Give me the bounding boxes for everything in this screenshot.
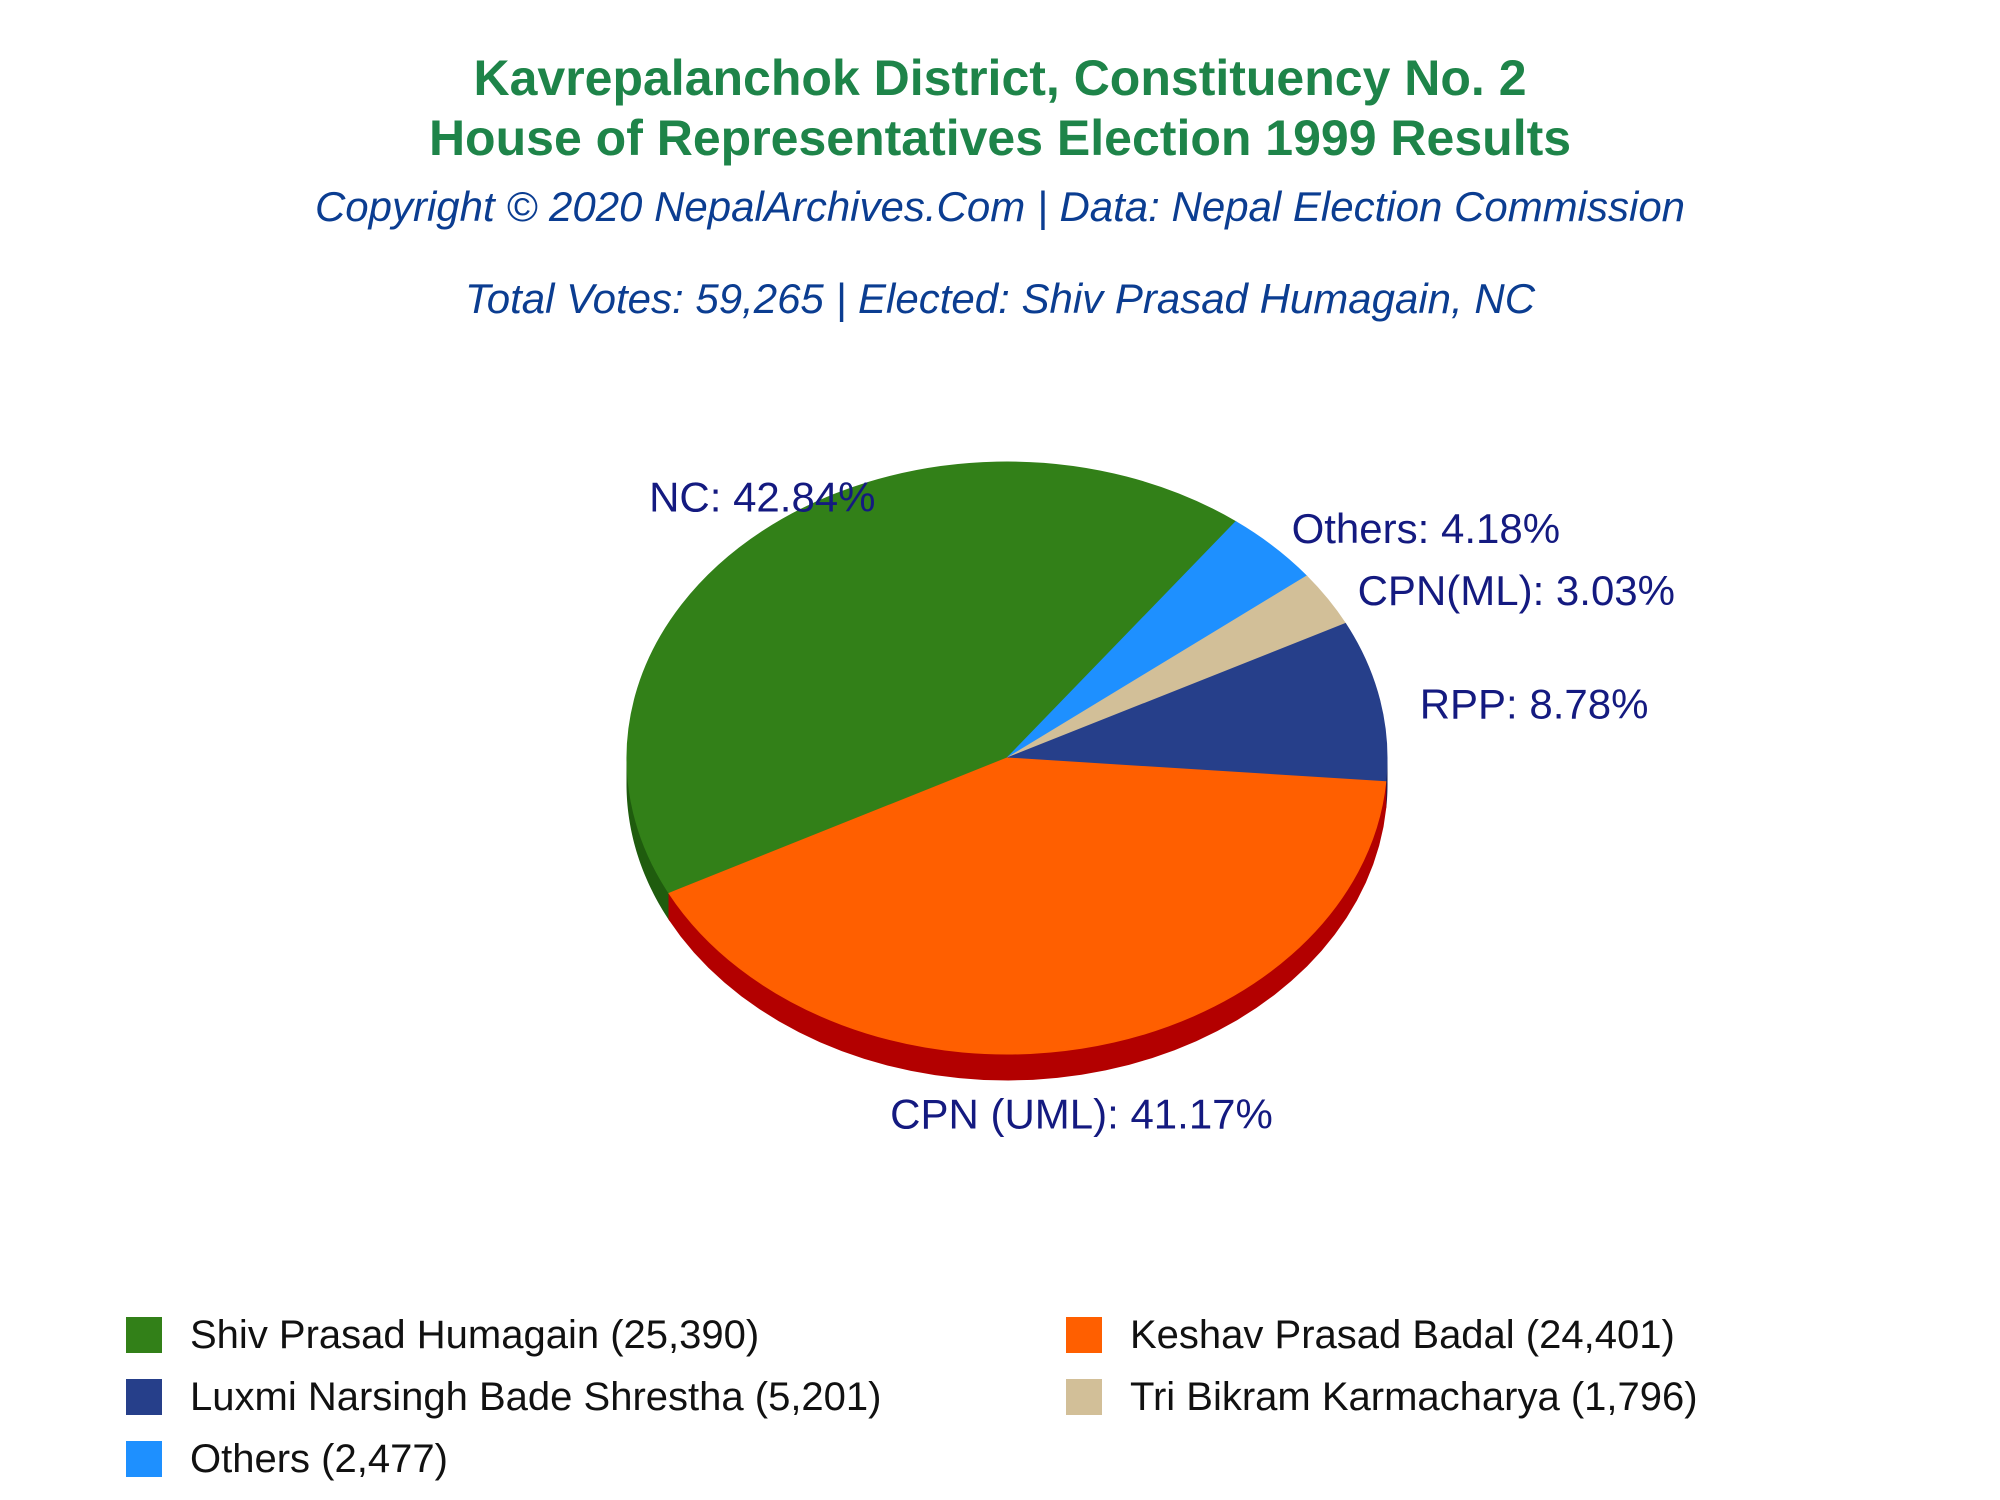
legend-label: Tri Bikram Karmacharya (1,796) [1130, 1374, 1698, 1419]
legend-label: Shiv Prasad Humagain (25,390) [190, 1312, 760, 1357]
slice-label-others: Others: 4.18% [1292, 505, 1560, 552]
legend-swatch [126, 1441, 162, 1477]
pie-slice-rpp [1006, 622, 1388, 783]
vote-summary: Total Votes: 59,265 | Elected: Shiv Pras… [464, 275, 1536, 322]
legend-swatch [126, 1317, 162, 1353]
copyright-note: Copyright © 2020 NepalArchives.Com | Dat… [314, 183, 1686, 230]
legend-item-humagain: Shiv Prasad Humagain (25,390) [126, 1310, 759, 1360]
chart-subtitle: House of Representatives Election 1999 R… [428, 110, 1572, 166]
legend-label: Keshav Prasad Badal (24,401) [1130, 1312, 1675, 1357]
legend-item-badal: Keshav Prasad Badal (24,401) [1066, 1310, 1675, 1360]
pie-slice-nc [626, 461, 1237, 894]
slice-label-rpp: RPP: 8.78% [1420, 680, 1649, 727]
legend-label: Luxmi Narsingh Bade Shrestha (5,201) [190, 1374, 882, 1419]
chart-title: Kavrepalanchok District, Constituency No… [473, 50, 1527, 106]
legend-item-shrestha: Luxmi Narsingh Bade Shrestha (5,201) [126, 1372, 881, 1422]
legend-item-others: Others (2,477) [126, 1434, 448, 1484]
slice-label-cpnml: CPN(ML): 3.03% [1358, 567, 1675, 614]
slice-label-nc: NC: 42.84% [649, 474, 875, 521]
pie-slice-uml [668, 757, 1387, 1055]
legend-swatch [1066, 1317, 1102, 1353]
legend-item-karmacharya: Tri Bikram Karmacharya (1,796) [1066, 1372, 1698, 1422]
legend-label: Others (2,477) [190, 1436, 448, 1481]
legend-swatch [126, 1379, 162, 1415]
slice-label-uml: CPN (UML): 41.17% [890, 1090, 1273, 1137]
legend-swatch [1066, 1379, 1102, 1415]
